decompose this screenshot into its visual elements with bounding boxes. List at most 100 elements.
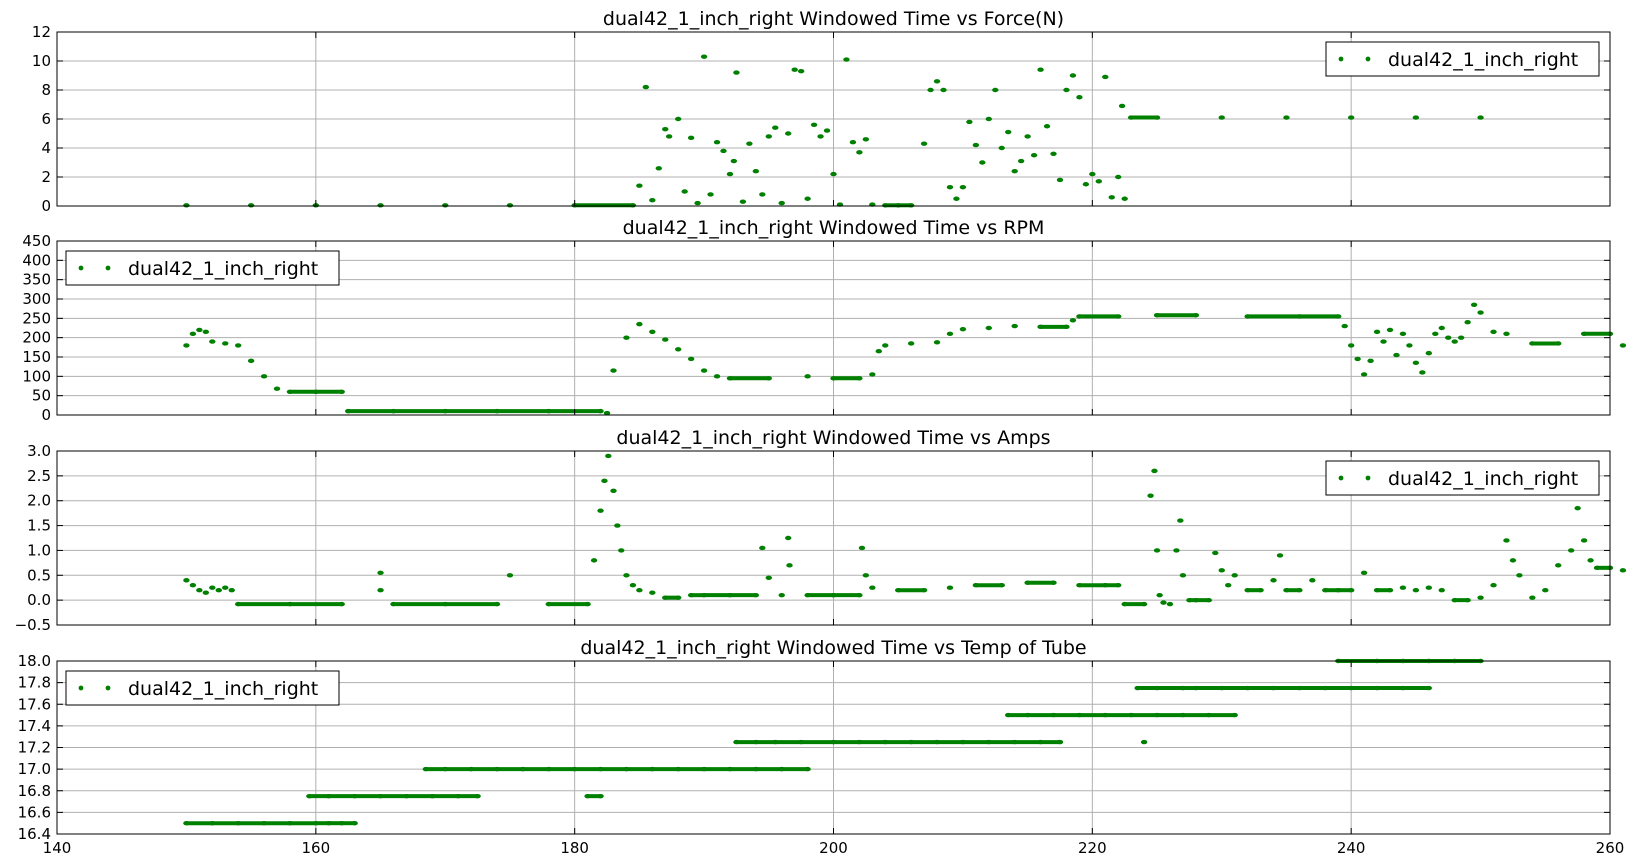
legend-marker <box>1365 56 1371 62</box>
data-point <box>202 329 210 335</box>
data-point <box>649 590 656 595</box>
data-point <box>752 169 760 174</box>
data-point <box>1276 553 1284 558</box>
data-point <box>843 57 850 62</box>
data-point <box>1457 335 1465 340</box>
data-point <box>1503 331 1510 336</box>
y-tick-label: 16.6 <box>18 803 51 821</box>
data-point <box>797 68 805 74</box>
data-point <box>700 54 708 59</box>
data-point <box>590 558 598 563</box>
x-tick-label: 160 <box>302 839 331 857</box>
x-tick-label: 180 <box>560 839 589 857</box>
data-point <box>1341 323 1348 329</box>
y-tick-label: 100 <box>22 367 51 385</box>
legend-label: dual42_1_inch_right <box>1388 49 1578 71</box>
data-point <box>985 325 992 331</box>
data-point <box>1309 578 1316 583</box>
data-point <box>1412 360 1420 365</box>
data-point <box>1399 585 1407 590</box>
data-point <box>636 321 643 327</box>
data-point <box>933 340 941 345</box>
data-point <box>209 585 216 590</box>
data-point <box>694 200 701 206</box>
data-point <box>869 372 876 377</box>
data-point <box>273 386 281 391</box>
data-point <box>629 583 637 588</box>
data-point <box>196 588 203 593</box>
data-point <box>687 135 695 141</box>
data-point <box>202 590 210 595</box>
y-tick-label: 6 <box>41 110 51 128</box>
data-point <box>772 125 779 130</box>
data-point <box>1367 358 1374 364</box>
data-point <box>713 140 721 145</box>
data-point <box>1095 179 1103 184</box>
data-point <box>1360 570 1368 575</box>
data-point <box>1225 583 1232 588</box>
data-point <box>1347 115 1355 120</box>
x-tick-label: 260 <box>1596 839 1625 857</box>
data-series <box>183 302 1627 416</box>
legend: dual42_1_inch_right <box>1325 41 1600 77</box>
data-point <box>601 478 608 484</box>
y-tick-label: 2 <box>41 168 51 186</box>
data-point <box>862 137 870 142</box>
y-tick-label: 400 <box>22 251 51 269</box>
data-point <box>1024 134 1031 139</box>
data-point <box>636 183 643 188</box>
data-point <box>979 160 986 165</box>
data-point <box>377 203 384 208</box>
data-point <box>623 573 630 578</box>
data-point <box>759 192 766 197</box>
data-point <box>506 203 514 208</box>
data-point <box>1380 339 1387 344</box>
data-point <box>1005 129 1012 135</box>
data-point <box>662 126 669 132</box>
data-point <box>765 134 772 139</box>
data-point <box>1438 588 1445 593</box>
data-point <box>1503 538 1510 543</box>
data-point <box>614 523 621 528</box>
data-point <box>1108 195 1115 200</box>
y-tick-label: 0 <box>41 406 51 424</box>
data-point <box>1567 548 1575 553</box>
data-point <box>1118 103 1126 109</box>
data-point <box>222 585 229 590</box>
data-point <box>778 592 785 598</box>
data-point <box>649 329 656 335</box>
y-tick-label: 2.5 <box>27 467 51 485</box>
data-point <box>675 116 682 122</box>
legend-marker <box>1338 56 1344 62</box>
data-point <box>875 349 882 354</box>
legend-label: dual42_1_inch_right <box>128 258 318 280</box>
chart-panel-1: 0 2 4 6 8 10 12 dual42_1_inch_right Windowed Ti… <box>32 8 1611 215</box>
chart-panel-3: −0.5 0.0 0.5 1.0 1.5 2.0 2.5 3.0 dual42_1_inch_r… <box>15 427 1627 634</box>
data-point <box>655 166 662 171</box>
data-point <box>791 67 798 72</box>
data-point <box>882 343 889 348</box>
y-tick-label: 10 <box>32 52 51 70</box>
x-tick-label: 140 <box>43 839 72 857</box>
x-tick-label: 240 <box>1337 839 1366 857</box>
data-point <box>1470 302 1478 307</box>
data-point <box>765 575 772 580</box>
data-point <box>234 343 242 348</box>
data-point <box>700 368 708 373</box>
legend-marker <box>1365 475 1371 481</box>
data-point <box>1432 331 1439 336</box>
y-tick-label: 17.8 <box>18 674 51 692</box>
data-point <box>1477 595 1484 600</box>
data-point <box>1555 563 1562 568</box>
data-point <box>1445 335 1452 340</box>
data-point <box>1451 339 1458 344</box>
data-point <box>610 368 617 373</box>
data-point <box>260 374 268 379</box>
data-point <box>1529 595 1536 600</box>
data-point <box>1270 578 1277 583</box>
y-tick-label: 16.4 <box>18 825 51 843</box>
chart-title: dual42_1_inch_right Windowed Time vs For… <box>603 8 1064 30</box>
data-point <box>681 189 688 194</box>
data-point <box>687 356 695 362</box>
